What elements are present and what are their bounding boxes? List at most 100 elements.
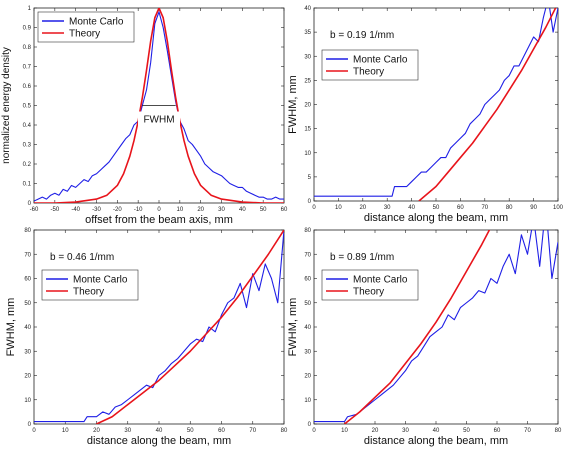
x-tick-label: 40 — [156, 428, 163, 434]
y-tick-label: 40 — [304, 325, 311, 331]
y-tick-label: 0 — [308, 422, 312, 428]
x-tick-label: 80 — [281, 428, 288, 434]
y-tick-label: 0 — [28, 422, 32, 428]
y-tick-label: 10 — [24, 398, 31, 404]
theory-line — [418, 8, 557, 201]
legend-entry: Theory — [353, 287, 384, 298]
y-tick-label: 15 — [304, 127, 311, 133]
y-tick-label: 20 — [24, 374, 31, 380]
x-tick-label: 50 — [187, 428, 194, 434]
x-tick-label: -30 — [92, 207, 101, 213]
y-tick-label: 0.3 — [23, 143, 32, 149]
x-tick-label: -20 — [113, 207, 122, 213]
fwhm-label-bg — [138, 111, 180, 127]
y-tick-label: 0 — [28, 201, 32, 207]
x-tick-label: -10 — [134, 207, 143, 213]
x-tick-label: 40 — [408, 205, 415, 211]
x-tick-label: -40 — [71, 207, 80, 213]
y-tick-label: 50 — [24, 301, 31, 307]
y-tick-label: 0.7 — [23, 65, 32, 71]
y-tick-label: 10 — [304, 151, 311, 157]
y-tick-label: 35 — [304, 30, 311, 36]
chart-svg-profile: -60 -50 -40 -30 -20 -10 0 10 20 30 40 50 60 0 0.1 0.2 0.… — [1, 6, 288, 226]
y-tick-label: 20 — [304, 103, 311, 109]
monte-carlo-line — [34, 11, 284, 202]
chart-svg-b019: 0 10 20 30 40 50 60 70 80 90 1000510152025303540di… — [287, 6, 564, 224]
x-tick-label: 40 — [239, 207, 246, 213]
series-group — [314, 8, 558, 201]
y-tick-label: 25 — [304, 78, 311, 84]
x-tick-label: 60 — [281, 207, 288, 213]
x-tick-label: 90 — [530, 205, 537, 211]
y-tick-label: 1 — [28, 6, 32, 12]
x-tick-label: 50 — [463, 428, 470, 434]
legend-box — [321, 49, 419, 81]
y-tick-label: 0.1 — [23, 182, 32, 188]
y-tick-label: 70 — [24, 252, 31, 258]
y-tick-label: 40 — [304, 6, 311, 12]
x-tick-label: 60 — [218, 428, 225, 434]
legend-entry: Monte Carlo — [353, 275, 408, 286]
theory-line — [96, 230, 284, 424]
chart-svg-b089: 0 10 20 30 40 50 60 70 80 0 10 20 30 40 50 60 70 80 distan… — [287, 228, 562, 447]
x-tick-label: -60 — [30, 207, 39, 213]
legend-box — [321, 269, 419, 301]
y-tick-label: 70 — [304, 252, 311, 258]
x-axis-label: distance along the beam, mm — [364, 435, 508, 447]
theory-line — [34, 8, 284, 203]
y-tick-label: 30 — [24, 349, 31, 355]
y-tick-label: 60 — [304, 277, 311, 283]
b-parameter-label: b = 0.89 1/mm — [330, 252, 394, 263]
chart-svg-b046: 0 10 20 30 40 50 60 70 80 0 10 20 30 40 50 60 70 80 distan… — [5, 228, 288, 447]
x-tick-label: -50 — [50, 207, 59, 213]
chart-panel-b089: 0 10 20 30 40 50 60 70 80 0 10 20 30 40 50 60 70 80 distan… — [287, 226, 564, 452]
y-tick-label: 0.2 — [23, 162, 32, 168]
x-tick-label: 20 — [359, 205, 366, 211]
x-axis-label: offset from the beam axis, mm — [85, 214, 233, 226]
series-group — [314, 230, 558, 424]
legend-entry: Theory — [69, 29, 100, 40]
x-tick-label: 20 — [372, 428, 379, 434]
y-axis-label: FWHM, mm — [5, 298, 17, 357]
x-tick-label: 50 — [260, 207, 267, 213]
x-tick-label: 80 — [555, 428, 562, 434]
legend-box — [41, 269, 139, 301]
chart-panel-b046: 0 10 20 30 40 50 60 70 80 0 10 20 30 40 50 60 70 80 distan… — [0, 226, 290, 452]
chart-panel-profile: -60 -50 -40 -30 -20 -10 0 10 20 30 40 50 60 0 0.1 0.2 0.… — [0, 0, 290, 226]
x-tick-label: 10 — [62, 428, 69, 434]
y-tick-label: 0.5 — [23, 104, 32, 110]
y-axis-label: normalized energy density — [1, 47, 12, 164]
x-tick-label: 0 — [32, 428, 36, 434]
y-axis-label: FWHM, mm — [287, 298, 299, 357]
y-tick-label: 0.9 — [23, 26, 32, 32]
y-tick-label: 0.6 — [23, 84, 32, 90]
y-tick-label: 5 — [308, 175, 312, 181]
b-parameter-label: b = 0.19 1/mm — [330, 30, 394, 41]
plot-area — [313, 7, 559, 202]
y-tick-label: 0 — [308, 199, 312, 205]
y-tick-label: 80 — [304, 228, 311, 234]
b-parameter-label: b = 0.46 1/mm — [50, 252, 114, 263]
chart-panel-b019: 0 10 20 30 40 50 60 70 80 90 100 0 5 10 15 20 25 30 35 40 di… — [287, 0, 564, 226]
x-tick-label: 60 — [494, 428, 501, 434]
monte-carlo-line — [314, 8, 558, 197]
y-tick-label: 60 — [24, 277, 31, 283]
x-tick-label: 0 — [312, 428, 316, 434]
x-tick-label: 40 — [433, 428, 440, 434]
y-tick-label: 0.8 — [23, 45, 32, 51]
y-tick-label: 20 — [304, 374, 311, 380]
x-tick-label: 20 — [93, 428, 100, 434]
x-tick-label: 0 — [312, 205, 316, 211]
y-tick-label: 30 — [304, 349, 311, 355]
x-tick-label: 10 — [335, 205, 342, 211]
x-tick-label: 70 — [524, 428, 531, 434]
x-tick-label: 70 — [481, 205, 488, 211]
monte-carlo-line — [314, 230, 558, 423]
y-tick-label: 50 — [304, 301, 311, 307]
x-tick-label: 0 — [157, 207, 161, 213]
legend-entry: Theory — [73, 287, 104, 298]
x-tick-label: 10 — [341, 428, 348, 434]
x-axis-label: distance along the beam, mm — [364, 212, 508, 224]
x-tick-label: 30 — [402, 428, 409, 434]
legend-entry: Monte Carlo — [73, 275, 128, 286]
